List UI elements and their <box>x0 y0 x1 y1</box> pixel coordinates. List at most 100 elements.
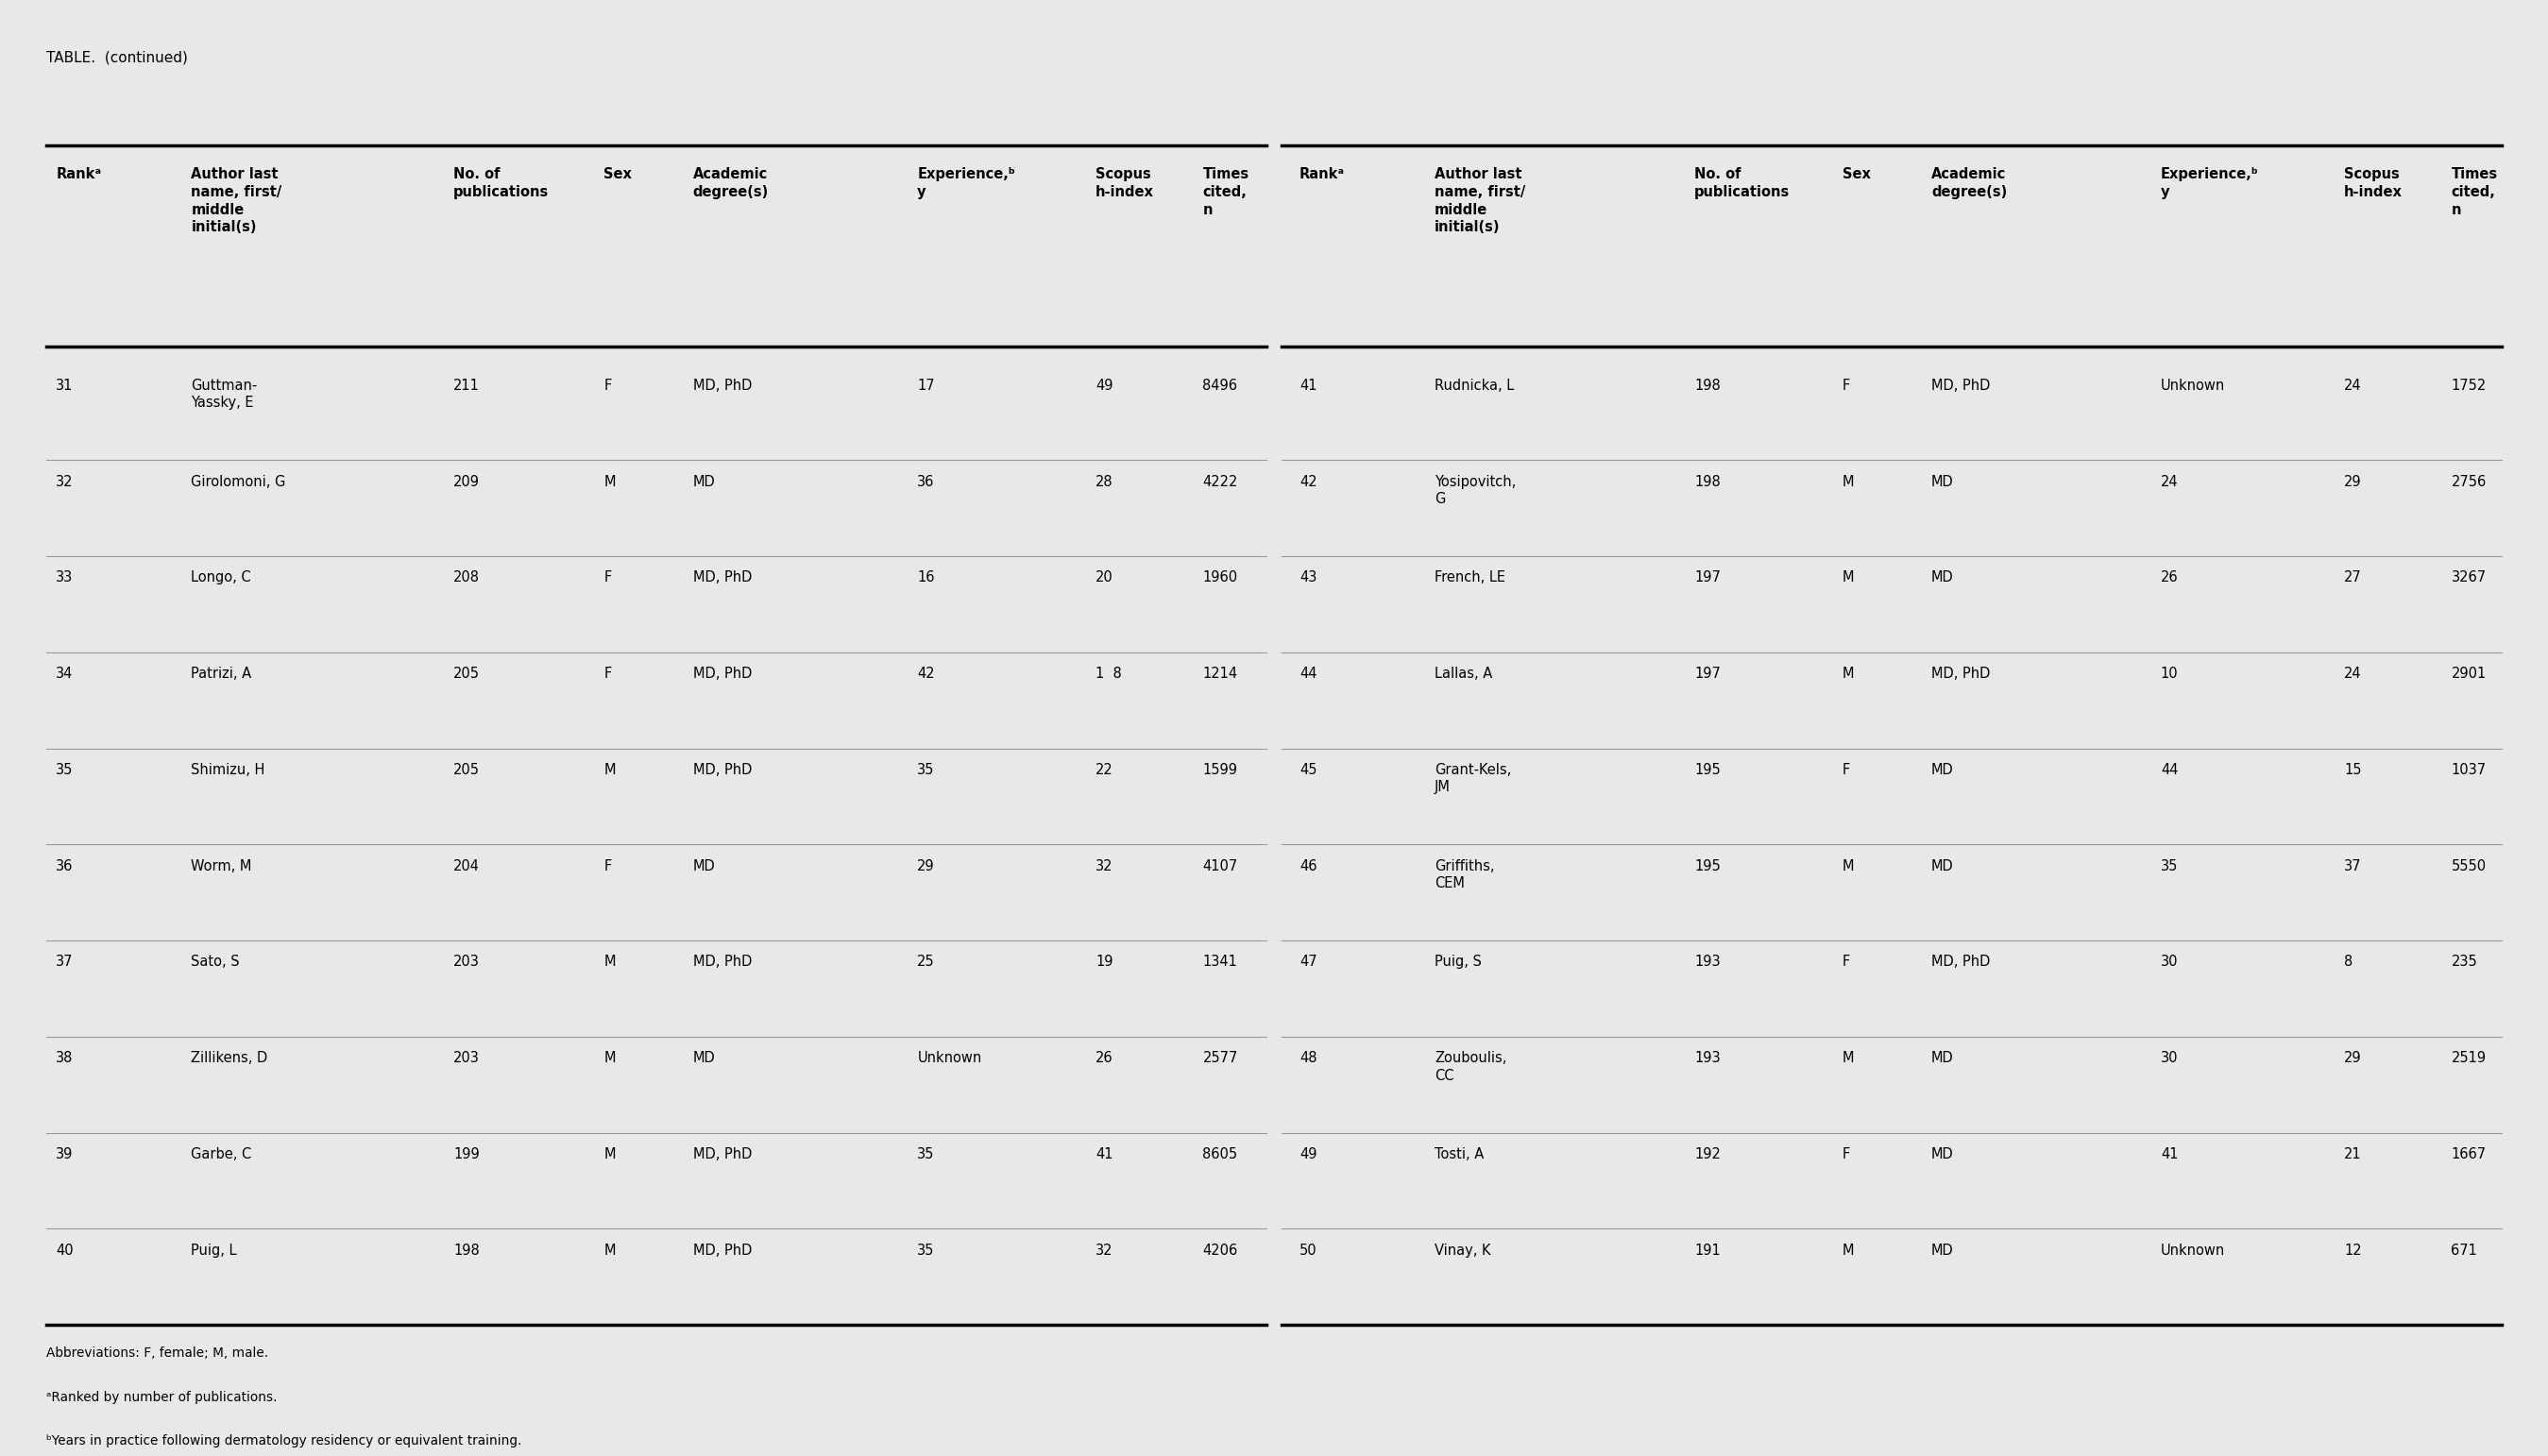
Text: 195: 195 <box>1694 859 1720 874</box>
Text: Times
cited,
n: Times cited, n <box>1203 167 1249 217</box>
Text: ᵃRanked by number of publications.: ᵃRanked by number of publications. <box>46 1390 278 1404</box>
Text: 37: 37 <box>2344 859 2362 874</box>
Text: 2519: 2519 <box>2451 1051 2487 1066</box>
Text: 24: 24 <box>2161 475 2179 489</box>
Text: 47: 47 <box>1299 955 1317 970</box>
Text: M: M <box>604 955 617 970</box>
Text: 2756: 2756 <box>2451 475 2487 489</box>
Text: Zouboulis,
CC: Zouboulis, CC <box>1435 1051 1506 1083</box>
Text: Experience,ᵇ
y: Experience,ᵇ y <box>2161 167 2260 199</box>
Text: 21: 21 <box>2344 1147 2362 1162</box>
Text: M: M <box>1842 475 1855 489</box>
Text: 8605: 8605 <box>1203 1147 1238 1162</box>
Text: F: F <box>604 379 612 393</box>
Text: MD, PhD: MD, PhD <box>1931 379 1990 393</box>
Text: 44: 44 <box>2161 763 2179 778</box>
Text: 193: 193 <box>1694 1051 1720 1066</box>
Text: Shimizu, H: Shimizu, H <box>191 763 265 778</box>
Text: 4222: 4222 <box>1203 475 1238 489</box>
Text: F: F <box>604 859 612 874</box>
Text: Author last
name, first/
middle
initial(s): Author last name, first/ middle initial(… <box>1435 167 1526 234</box>
Text: 37: 37 <box>56 955 74 970</box>
Text: 192: 192 <box>1694 1147 1720 1162</box>
Text: No. of
publications: No. of publications <box>454 167 550 199</box>
Text: 203: 203 <box>454 955 479 970</box>
Text: Scopus
h-index: Scopus h-index <box>2344 167 2403 199</box>
Text: Lallas, A: Lallas, A <box>1435 667 1493 681</box>
Text: 29: 29 <box>917 859 935 874</box>
Text: 25: 25 <box>917 955 935 970</box>
Text: 30: 30 <box>2161 1051 2179 1066</box>
Text: MD: MD <box>1931 763 1954 778</box>
Text: 205: 205 <box>454 667 479 681</box>
Text: Rudnicka, L: Rudnicka, L <box>1435 379 1514 393</box>
Text: 43: 43 <box>1299 571 1317 585</box>
Text: 1214: 1214 <box>1203 667 1238 681</box>
Text: MD, PhD: MD, PhD <box>693 667 752 681</box>
Text: 197: 197 <box>1694 667 1720 681</box>
Text: MD: MD <box>693 1051 716 1066</box>
Text: 1752: 1752 <box>2451 379 2487 393</box>
Text: Guttman-
Yassky, E: Guttman- Yassky, E <box>191 379 257 411</box>
Text: 41: 41 <box>1096 1147 1113 1162</box>
Text: Patrizi, A: Patrizi, A <box>191 667 252 681</box>
Text: MD, PhD: MD, PhD <box>1931 955 1990 970</box>
Text: F: F <box>604 667 612 681</box>
Text: Experience,ᵇ
y: Experience,ᵇ y <box>917 167 1017 199</box>
Text: Garbe, C: Garbe, C <box>191 1147 252 1162</box>
Text: 1599: 1599 <box>1203 763 1238 778</box>
Text: 204: 204 <box>454 859 479 874</box>
Text: 38: 38 <box>56 1051 74 1066</box>
Text: 35: 35 <box>917 763 935 778</box>
Text: Girolomoni, G: Girolomoni, G <box>191 475 285 489</box>
Text: MD: MD <box>1931 1147 1954 1162</box>
Text: MD, PhD: MD, PhD <box>1931 667 1990 681</box>
Text: 41: 41 <box>2161 1147 2179 1162</box>
Text: 8496: 8496 <box>1203 379 1238 393</box>
Text: 26: 26 <box>1096 1051 1113 1066</box>
Text: 33: 33 <box>56 571 74 585</box>
Text: MD: MD <box>1931 475 1954 489</box>
Text: MD: MD <box>693 859 716 874</box>
Text: 32: 32 <box>56 475 74 489</box>
Text: Worm, M: Worm, M <box>191 859 252 874</box>
Text: 48: 48 <box>1299 1051 1317 1066</box>
Text: M: M <box>1842 571 1855 585</box>
Text: F: F <box>1842 763 1850 778</box>
Text: 36: 36 <box>56 859 74 874</box>
Text: 29: 29 <box>2344 1051 2362 1066</box>
Text: Grant-Kels,
JM: Grant-Kels, JM <box>1435 763 1511 795</box>
Text: 34: 34 <box>56 667 74 681</box>
Text: MD: MD <box>1931 1051 1954 1066</box>
Text: 24: 24 <box>2344 667 2362 681</box>
Text: M: M <box>1842 1243 1855 1258</box>
Text: 49: 49 <box>1299 1147 1317 1162</box>
Text: 49: 49 <box>1096 379 1113 393</box>
Text: 198: 198 <box>454 1243 479 1258</box>
Text: M: M <box>604 763 617 778</box>
Text: Rankᵃ: Rankᵃ <box>56 167 102 182</box>
Text: 16: 16 <box>917 571 935 585</box>
Text: MD: MD <box>1931 1243 1954 1258</box>
Text: Yosipovitch,
G: Yosipovitch, G <box>1435 475 1516 507</box>
Text: Vinay, K: Vinay, K <box>1435 1243 1491 1258</box>
Text: F: F <box>1842 1147 1850 1162</box>
Text: M: M <box>604 1243 617 1258</box>
Text: 26: 26 <box>2161 571 2179 585</box>
Text: MD: MD <box>1931 859 1954 874</box>
Text: 199: 199 <box>454 1147 479 1162</box>
Text: Abbreviations: F, female; M, male.: Abbreviations: F, female; M, male. <box>46 1347 268 1360</box>
Text: 32: 32 <box>1096 1243 1113 1258</box>
Text: 24: 24 <box>2344 379 2362 393</box>
Text: M: M <box>1842 667 1855 681</box>
Text: No. of
publications: No. of publications <box>1694 167 1791 199</box>
Text: Puig, L: Puig, L <box>191 1243 237 1258</box>
Text: M: M <box>604 475 617 489</box>
Text: 198: 198 <box>1694 475 1720 489</box>
Text: MD, PhD: MD, PhD <box>693 955 752 970</box>
Text: Unknown: Unknown <box>2161 379 2224 393</box>
Text: F: F <box>1842 379 1850 393</box>
Text: 203: 203 <box>454 1051 479 1066</box>
Text: 46: 46 <box>1299 859 1317 874</box>
Text: M: M <box>604 1147 617 1162</box>
